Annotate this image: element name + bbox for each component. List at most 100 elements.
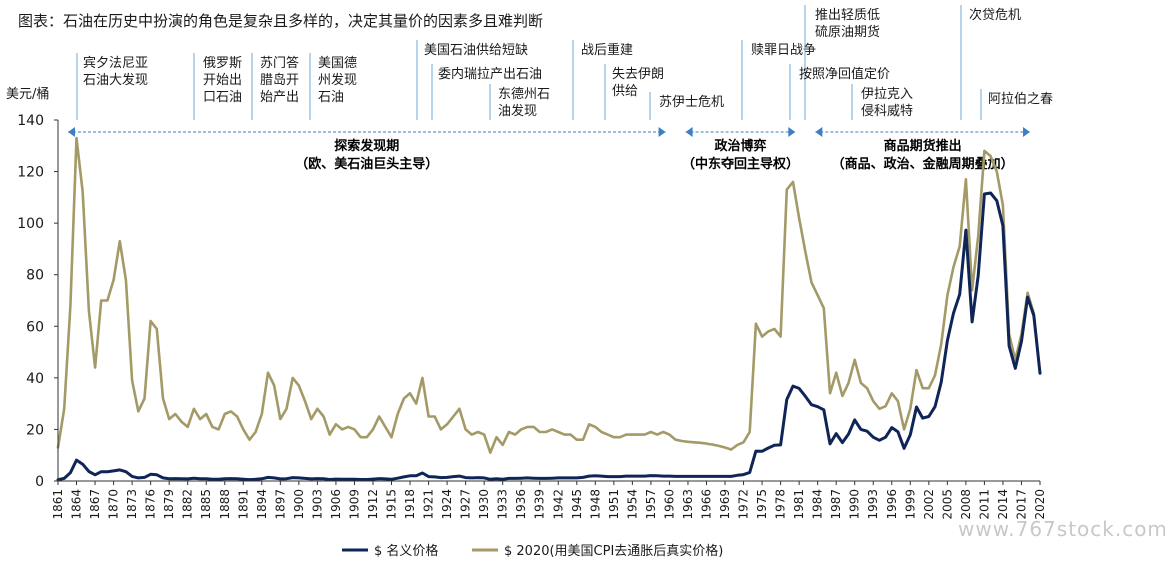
x-tick-label: 1945 bbox=[570, 489, 584, 520]
x-tick-label: 1951 bbox=[607, 489, 621, 520]
event-label: 东德州石 bbox=[498, 87, 550, 102]
y-tick-label: 20 bbox=[26, 422, 44, 438]
x-tick-label: 1900 bbox=[292, 489, 306, 520]
x-tick-label: 1978 bbox=[774, 489, 788, 520]
period-label: 政治博弈 bbox=[714, 138, 766, 154]
x-tick-label: 1996 bbox=[885, 489, 899, 520]
x-tick-label: 2017 bbox=[1014, 489, 1028, 520]
legend-label: $ 名义价格 bbox=[374, 543, 438, 559]
event-label: 宾夕法尼亚 bbox=[83, 55, 148, 71]
x-tick-label: 1993 bbox=[866, 489, 880, 520]
y-axis-label: 美元/桶 bbox=[6, 87, 49, 102]
y-tick-label: 120 bbox=[17, 165, 44, 181]
x-tick-label: 1924 bbox=[440, 489, 454, 520]
x-tick-label: 1930 bbox=[477, 489, 491, 520]
x-tick-label: 1942 bbox=[551, 489, 565, 520]
x-tick-label: 1909 bbox=[347, 489, 361, 520]
x-tick-label: 1918 bbox=[403, 489, 417, 520]
x-tick-label: 1987 bbox=[829, 489, 843, 520]
x-tick-label: 1882 bbox=[181, 489, 195, 520]
x-tick-label: 2020 bbox=[1033, 489, 1047, 520]
y-tick-label: 0 bbox=[35, 474, 44, 490]
y-tick-label: 60 bbox=[26, 319, 44, 335]
period-annotations: 探索发现期 （欧、美石油巨头主导） 政治博弈 （中东夺回主导权） 商品期货推出 （商品、政… bbox=[68, 127, 1030, 172]
x-tick-label: 1912 bbox=[366, 489, 380, 520]
y-tick-label: 40 bbox=[26, 371, 44, 387]
x-tick-label: 1888 bbox=[218, 489, 232, 520]
x-tick-label: 1861 bbox=[51, 489, 65, 520]
x-tick-label: 1984 bbox=[811, 489, 825, 520]
real-price-line bbox=[56, 136, 1042, 454]
x-tick-label: 1960 bbox=[662, 489, 676, 520]
period-arrow-head bbox=[788, 127, 796, 137]
y-tick-label: 100 bbox=[17, 216, 44, 232]
x-tick-label: 1897 bbox=[273, 489, 287, 520]
x-tick-label: 1966 bbox=[699, 489, 713, 520]
axes: 0 20 40 60 80 100 120 140 1861 1864 1867 1870 1873 18… bbox=[17, 113, 1047, 520]
event-label: 俄罗斯 bbox=[203, 56, 242, 71]
x-tick-label: 1969 bbox=[718, 489, 732, 520]
x-tick-label: 1879 bbox=[162, 489, 176, 520]
period-arrow-head bbox=[658, 127, 666, 137]
x-tick-label: 2011 bbox=[977, 489, 991, 520]
event-label: 开始出 bbox=[203, 73, 242, 88]
x-tick-label: 1972 bbox=[737, 489, 751, 520]
x-tick-label: 1990 bbox=[848, 489, 862, 520]
x-tick-label: 1933 bbox=[496, 489, 510, 520]
event-label: 腊岛开 bbox=[260, 72, 299, 88]
x-tick-label: 1963 bbox=[681, 489, 695, 520]
event-label: 推出轻质低 bbox=[815, 8, 880, 23]
legend-label: $ 2020(用美国CPI去通胀后真实价格) bbox=[504, 543, 723, 559]
x-tick-label: 1936 bbox=[514, 489, 528, 520]
y-tick-label: 80 bbox=[26, 268, 44, 284]
x-tick-label: 1921 bbox=[422, 489, 436, 520]
event-label: 赎罪日战争 bbox=[751, 43, 816, 58]
event-label: 石油 bbox=[318, 90, 344, 105]
x-tick-label: 1867 bbox=[88, 489, 102, 520]
period-label: （商品、政治、金融周期叠加） bbox=[832, 156, 1014, 172]
x-tick-label: 2005 bbox=[940, 489, 954, 520]
x-tick-label: 1927 bbox=[459, 489, 473, 520]
x-tick-label: 1975 bbox=[755, 489, 769, 520]
watermark: www.767stock.com bbox=[958, 517, 1165, 541]
event-label: 石油大发现 bbox=[83, 72, 148, 88]
x-tick-label: 1954 bbox=[625, 489, 639, 520]
event-label: 按照净回值定价 bbox=[799, 66, 890, 82]
x-tick-label: 1873 bbox=[125, 489, 139, 520]
period-label: 探索发现期 bbox=[334, 138, 399, 154]
x-tick-label: 1891 bbox=[236, 489, 250, 520]
event-label: 委内瑞拉产出石油 bbox=[438, 66, 542, 82]
period-arrow-head bbox=[1023, 127, 1030, 137]
x-tick-label: 1948 bbox=[588, 489, 602, 520]
event-label: 苏伊士危机 bbox=[659, 94, 724, 110]
x-tick-label: 1999 bbox=[903, 489, 917, 520]
event-label: 阿拉伯之春 bbox=[988, 92, 1053, 107]
x-tick-label: 2008 bbox=[959, 489, 973, 520]
x-tick-label: 2014 bbox=[996, 489, 1010, 520]
period-arrow-head bbox=[68, 127, 75, 137]
x-tick-label: 1939 bbox=[533, 489, 547, 520]
period-label: （中东夺回主导权） bbox=[682, 156, 799, 172]
nominal-price-line bbox=[56, 191, 1042, 482]
x-tick-label: 1915 bbox=[385, 489, 399, 520]
event-label: 苏门答 bbox=[260, 55, 299, 71]
event-label: 伊拉克入 bbox=[861, 87, 913, 102]
x-tick-label: 1903 bbox=[310, 489, 324, 520]
event-label: 硫原油期货 bbox=[815, 24, 880, 40]
x-tick-label: 2002 bbox=[922, 489, 936, 520]
period-label: （欧、美石油巨头主导） bbox=[295, 156, 438, 172]
series-lines bbox=[56, 136, 1042, 482]
x-tick-label: 1876 bbox=[144, 489, 158, 520]
event-label: 口石油 bbox=[203, 90, 242, 105]
event-label: 侵科威特 bbox=[861, 103, 913, 119]
chart-title: 图表：石油在历史中扮演的角色是复杂且多样的，决定其量价的因素多且难判断 bbox=[18, 12, 543, 30]
event-label: 战后重建 bbox=[581, 42, 633, 58]
legend: $ 名义价格 $ 2020(用美国CPI去通胀后真实价格) bbox=[342, 543, 723, 559]
period-arrow-head bbox=[685, 127, 693, 137]
event-label: 次贷危机 bbox=[969, 7, 1021, 23]
period-label: 商品期货推出 bbox=[884, 138, 962, 154]
x-tick-label: 1864 bbox=[70, 489, 84, 520]
period-arrow-head bbox=[815, 127, 823, 137]
